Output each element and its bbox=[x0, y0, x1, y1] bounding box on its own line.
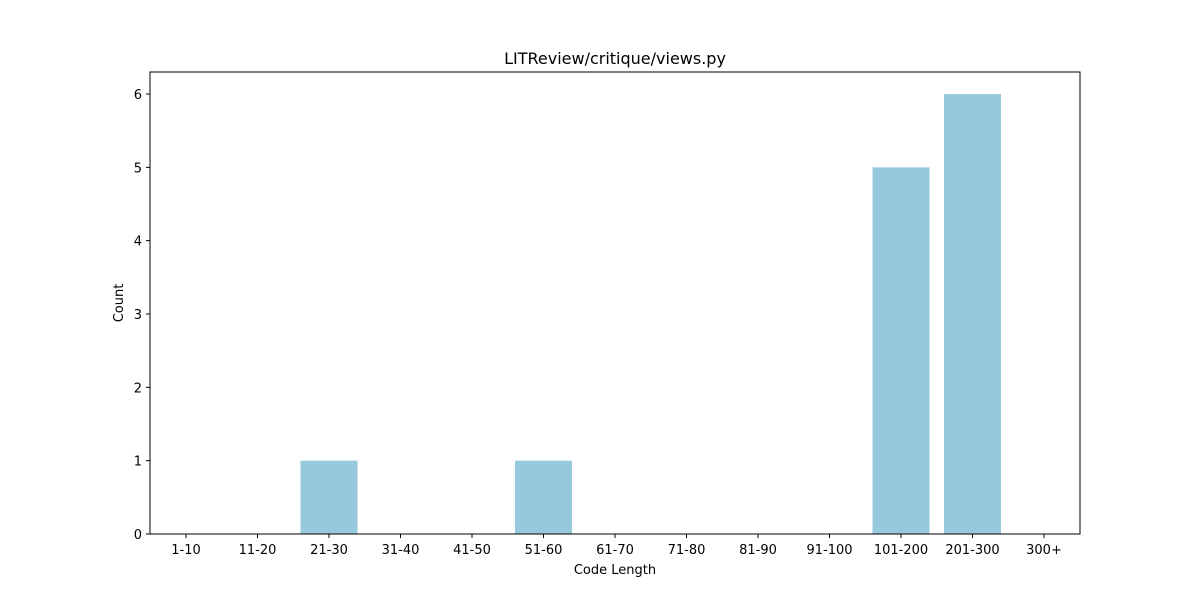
y-tick-label: 1 bbox=[134, 455, 142, 470]
plot-frame bbox=[149, 71, 1081, 535]
x-tick-label: 11-20 bbox=[239, 543, 277, 558]
x-tick-label: 21-30 bbox=[310, 543, 348, 558]
x-tick-label: 61-70 bbox=[596, 543, 634, 558]
x-tick-label: 51-60 bbox=[525, 543, 563, 558]
x-tick-label: 81-90 bbox=[739, 543, 777, 558]
x-tick-label: 31-40 bbox=[382, 543, 420, 558]
x-tick-label: 101-200 bbox=[874, 543, 928, 558]
bars-group bbox=[300, 94, 1001, 535]
bar-21-30 bbox=[300, 460, 358, 534]
x-tick-label: 201-300 bbox=[945, 543, 999, 558]
y-tick-label: 3 bbox=[134, 308, 142, 323]
x-tick-label: 41-50 bbox=[453, 543, 491, 558]
x-tick-label: 91-100 bbox=[806, 543, 852, 558]
bar-51-60 bbox=[515, 460, 572, 534]
y-axis-ticks: 0 1 2 3 4 5 6 bbox=[134, 88, 150, 543]
x-axis-label: Code Length bbox=[574, 563, 656, 578]
x-tick-label: 71-80 bbox=[668, 543, 706, 558]
chart-title: LITReview/critique/views.py bbox=[504, 49, 726, 68]
bar-101-200 bbox=[872, 167, 930, 535]
y-tick-label: 2 bbox=[134, 381, 142, 396]
y-tick-label: 5 bbox=[134, 161, 142, 176]
x-axis-ticks: 1-10 11-20 21-30 31-40 41-50 51-60 61-70 71-80 8… bbox=[171, 534, 1062, 558]
x-tick-label: 1-10 bbox=[171, 543, 201, 558]
y-axis-label: Count bbox=[112, 284, 127, 323]
x-tick-label: 300+ bbox=[1026, 543, 1062, 558]
y-tick-label: 6 bbox=[134, 88, 142, 103]
y-tick-label: 0 bbox=[134, 528, 142, 543]
y-tick-label: 4 bbox=[134, 235, 142, 250]
bar-201-300 bbox=[944, 94, 1001, 534]
